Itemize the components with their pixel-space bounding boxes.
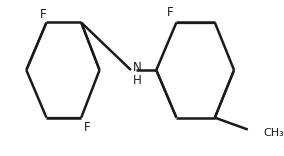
Text: F: F: [167, 6, 173, 19]
Text: CH₃: CH₃: [263, 127, 284, 137]
Text: F: F: [39, 8, 46, 21]
Text: N
H: N H: [133, 61, 142, 87]
Text: F: F: [84, 121, 91, 134]
